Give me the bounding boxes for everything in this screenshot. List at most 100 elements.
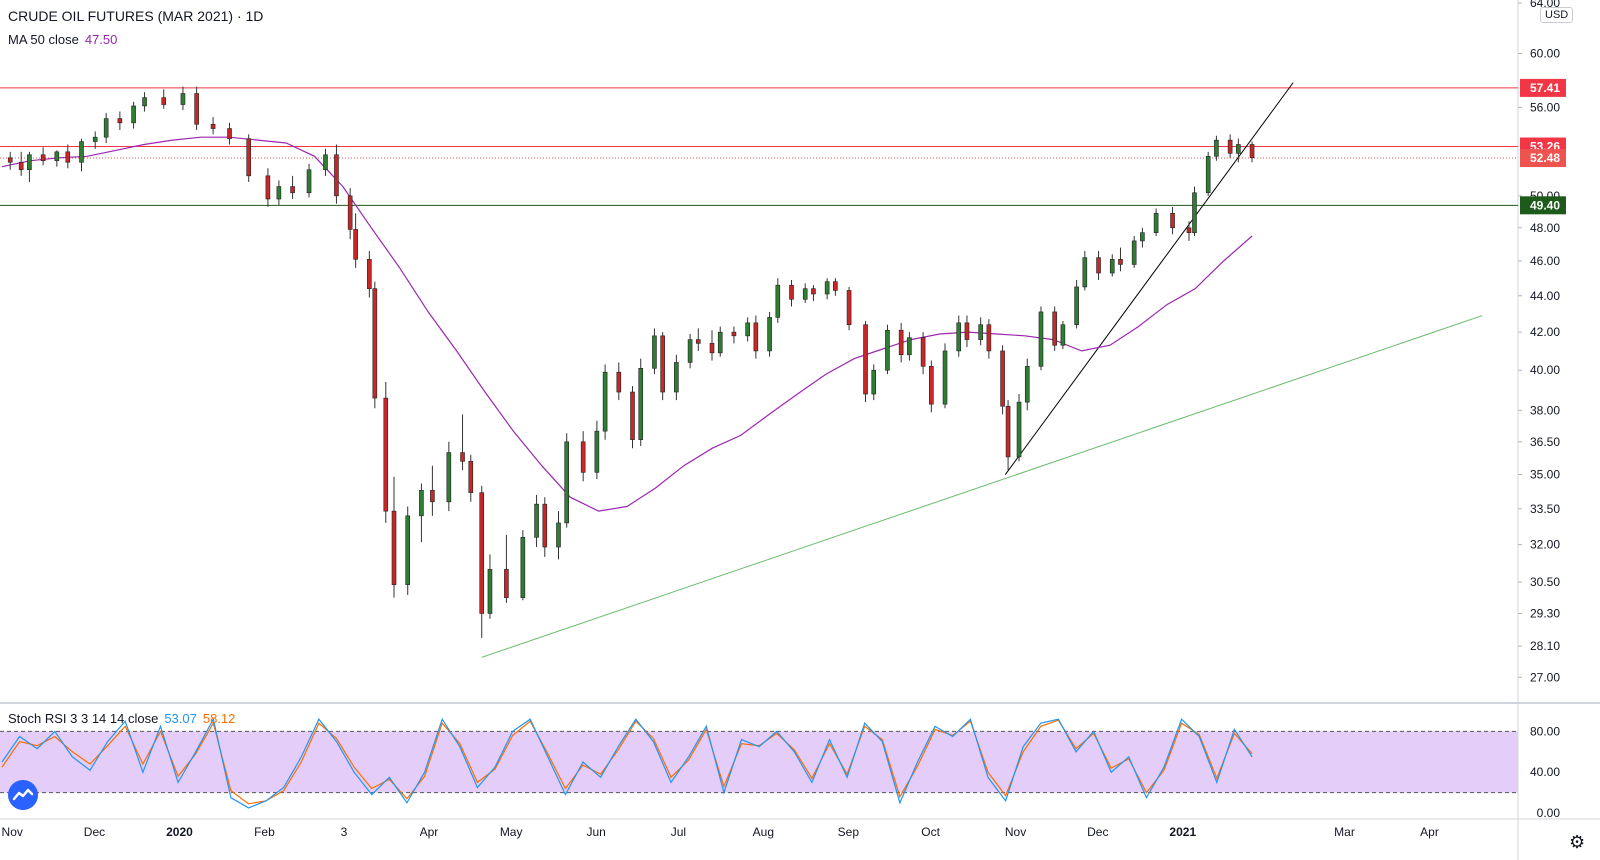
candle-up <box>1060 321 1066 350</box>
candle-down <box>7 151 13 170</box>
candle-body <box>265 175 271 200</box>
candle-up <box>520 530 526 601</box>
candle-body <box>775 284 781 318</box>
ma50-line <box>1 136 1253 512</box>
currency-button[interactable]: USD <box>1540 7 1574 23</box>
candle-body <box>405 515 411 585</box>
candle-up <box>802 283 808 303</box>
candle-up <box>1131 235 1137 268</box>
candle-body <box>1000 350 1005 407</box>
candle-body <box>594 430 600 473</box>
candle-body <box>92 136 98 142</box>
candle-body <box>227 128 232 139</box>
candle-up <box>1016 394 1022 462</box>
stoch-rsi-band <box>0 731 1518 793</box>
gear-icon[interactable]: ⚙ <box>1569 832 1586 852</box>
candle-down <box>372 281 378 409</box>
candle-body <box>660 335 665 393</box>
candle-down <box>353 213 358 268</box>
candle-body <box>745 322 750 337</box>
y-tick-label: 27.00 <box>1530 670 1560 684</box>
candle-down <box>920 332 926 375</box>
candle-down <box>161 89 167 109</box>
candle-up <box>775 278 781 323</box>
candle-up <box>276 180 282 206</box>
candle-down <box>1000 345 1005 415</box>
candle-body <box>1038 311 1044 367</box>
candle-body <box>802 288 808 300</box>
candle-up <box>1082 250 1088 291</box>
candle-down <box>504 534 509 603</box>
candle-body <box>1192 192 1197 233</box>
trendline <box>481 315 1483 658</box>
candle-down <box>986 319 992 359</box>
candle-up <box>978 317 983 346</box>
candle-up <box>638 358 644 447</box>
x-tick-label: Dec <box>84 825 105 839</box>
y-tick-label: 30.50 <box>1530 575 1560 589</box>
y-tick-label: 38.00 <box>1530 403 1560 417</box>
candle-body <box>7 157 13 163</box>
y-tick-label: 35.00 <box>1530 468 1560 482</box>
candle-body <box>717 331 723 354</box>
candle-down <box>227 122 232 145</box>
candle-down <box>1096 250 1101 280</box>
candle-body <box>1140 232 1145 242</box>
candle-down <box>468 454 474 502</box>
candle-body <box>1096 257 1101 274</box>
y-tick-label: 28.10 <box>1530 639 1560 653</box>
candle-down <box>964 315 970 348</box>
candle-body <box>468 460 474 493</box>
y-tick-label: 40.00 <box>1530 363 1560 377</box>
candle-up <box>92 131 98 149</box>
candle-up <box>1109 254 1115 277</box>
candle-up <box>306 163 312 198</box>
x-tick-label: Apr <box>1420 825 1439 839</box>
candle-down <box>616 362 622 401</box>
candle-body <box>1082 257 1088 288</box>
candle-up <box>674 354 679 401</box>
candle-body <box>652 335 657 369</box>
candle-body <box>534 503 539 538</box>
candle-body <box>929 366 934 405</box>
candle-body <box>1170 212 1175 229</box>
candle-body <box>446 452 452 503</box>
candle-down <box>246 134 252 182</box>
candle-body <box>103 118 109 138</box>
candle-up <box>564 433 570 528</box>
stoch-rsi-pane: 80.00 40.00 0.00 <box>0 717 1560 820</box>
stoch-rsi-legend: Stoch RSI 3 3 14 14 close 53.07 58.12 <box>8 711 235 726</box>
candle-up <box>1205 151 1211 196</box>
x-tick-label: Jun <box>586 825 605 839</box>
candle-body <box>542 503 548 548</box>
y-tick-label: 60.00 <box>1530 46 1560 60</box>
candle-body <box>479 492 485 614</box>
tradingview-logo-icon[interactable] <box>8 780 38 810</box>
candle-body <box>767 317 772 352</box>
chart-title: CRUDE OIL FUTURES (MAR 2021) · 1D <box>8 8 264 24</box>
price-badge-bg <box>1520 78 1566 97</box>
candle-body <box>920 337 926 367</box>
candle-down <box>789 279 794 307</box>
candle-down <box>863 321 868 403</box>
candle-body <box>871 369 877 395</box>
x-tick-label: 3 <box>341 825 348 839</box>
price-lines <box>0 87 1518 206</box>
ma-legend: MA 50 close 47.50 <box>8 32 117 47</box>
candle-body <box>1118 259 1123 265</box>
candle-body <box>674 362 679 393</box>
trendline <box>1004 82 1294 475</box>
y-tick-label: 42.00 <box>1530 325 1560 339</box>
candle-body <box>383 397 389 512</box>
candle-body <box>1236 144 1241 154</box>
candle-down <box>334 144 339 204</box>
candle-body <box>616 371 622 393</box>
y-tick-label: 64.00 <box>1530 0 1560 10</box>
candle-down <box>1052 306 1057 351</box>
candle-down <box>265 168 271 207</box>
candle-up <box>131 101 136 129</box>
candle-body <box>978 324 983 340</box>
stoch-rsi-tick-label: 40.00 <box>1530 765 1560 779</box>
candle-up <box>1214 135 1219 161</box>
